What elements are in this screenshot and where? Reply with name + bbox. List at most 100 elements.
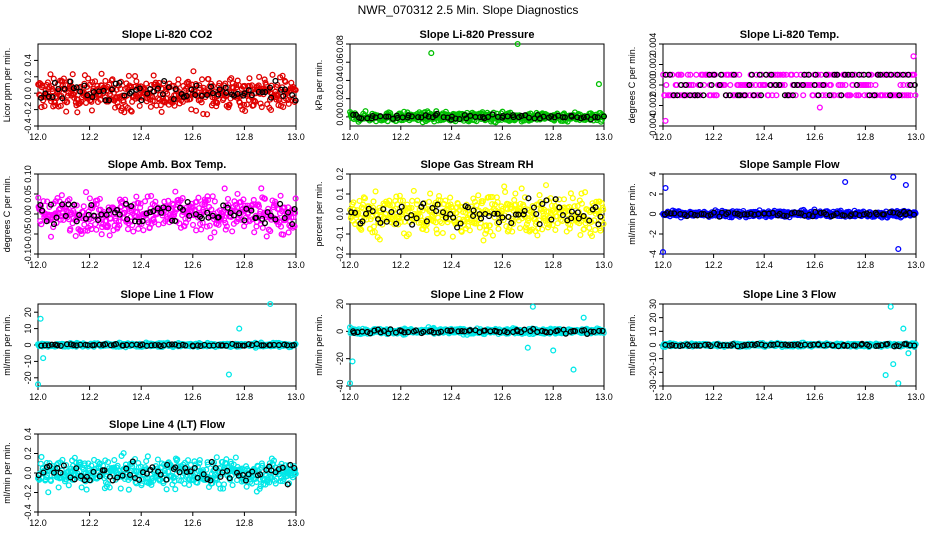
data-point-highlight [377,329,384,336]
x-tick-label: 13.0 [287,132,305,142]
data-point-highlight [290,342,297,349]
data-point [902,71,909,78]
data-point [494,199,501,206]
x-tick-label: 12.8 [544,392,562,402]
data-point-highlight [81,82,88,89]
data-point [149,97,156,105]
data-point [78,230,85,238]
plot-frame [349,303,605,387]
data-point [255,82,262,89]
x-tick-label: 12.4 [132,132,150,142]
data-point [560,196,568,203]
data-point [501,183,508,190]
data-point [486,222,493,229]
data-point-highlight [520,211,527,218]
data-point-highlight [700,92,707,99]
data-point-highlight [383,218,390,225]
data-point [912,210,919,217]
y-tick-label: -20 [335,352,345,365]
data-point-highlight [120,342,127,349]
data-point-highlight [359,218,366,225]
panel-title: Slope Sample Flow [739,159,840,171]
data-point-highlight [597,213,604,220]
data-point [416,206,423,214]
data-point-highlight [571,328,579,335]
data-point-highlight [795,210,802,217]
data-point-highlight [59,95,66,102]
data-point-highlight [53,214,60,221]
data-point-highlight [844,342,851,349]
data-point-highlight [280,92,287,100]
x-tick-label: 12.6 [184,132,202,142]
data-point [125,72,132,79]
data-point [865,81,872,89]
x-tick-label: 13.0 [287,392,305,402]
data-point-highlight [478,215,485,222]
data-point-highlight [76,211,83,219]
data-point-highlight [758,341,765,348]
y-tick-label: 0 [648,342,658,347]
data-point-highlight [43,218,50,225]
data-point-highlight [594,114,601,121]
data-point [185,80,192,87]
x-tick-label: 13.0 [287,260,305,270]
data-point-highlight [434,110,441,117]
data-point-highlight [845,71,852,78]
x-tick-label: 12.6 [494,132,512,142]
data-point [912,341,919,348]
y-tick-label: -10 [648,352,658,365]
x-tick-label: 12.6 [184,260,202,270]
data-point [355,209,362,217]
data-point [50,223,57,231]
x-tick-label: 12.0 [341,392,359,402]
y-tick-label: 0.4 [23,54,33,67]
data-point [582,189,589,196]
data-point-highlight [711,71,718,78]
data-point [470,195,477,202]
data-point-highlight [849,71,856,78]
x-tick-label: 12.8 [236,392,254,402]
data-point-highlight [261,220,268,227]
data-point [143,98,150,105]
x-tick-label: 13.0 [595,392,613,402]
data-point [439,229,446,237]
y-tick-label: -0.2 [335,246,345,262]
data-point-highlight [138,97,145,104]
data-point-highlight [470,207,477,214]
data-point-highlight [841,342,848,349]
data-point-highlight [767,341,774,348]
data-point [261,76,268,83]
data-point-highlight [405,112,412,119]
data-point [580,226,588,233]
data-point-highlight [236,210,243,217]
data-point-highlight [272,216,279,223]
data-point-highlight [716,213,723,220]
data-point-highlight [768,71,775,78]
data-point-highlight [681,92,688,99]
x-tick-label: 13.0 [595,132,613,142]
y-tick-label: -2 [648,230,658,238]
data-point-highlight [708,81,715,89]
data-point-highlight [182,342,189,349]
data-point-highlight [157,343,164,350]
data-point [155,221,162,228]
data-point-highlight [248,207,255,214]
x-tick-label: 13.0 [595,260,613,270]
data-point-highlight [744,341,751,348]
data-point-highlight [530,325,537,333]
y-axis-label: ml/min per min. [2,314,12,376]
data-point [196,82,203,89]
data-point-highlight [504,113,511,120]
data-point [397,197,404,204]
data-point-highlight [805,71,812,78]
data-point [63,108,70,115]
data-point [800,92,807,99]
data-point-highlight [873,211,880,218]
data-point-highlight [209,90,216,97]
data-point-highlight [884,340,891,347]
data-point-highlight [432,112,439,119]
data-point [92,221,99,228]
data-point-highlight [782,341,789,348]
data-point [566,225,573,232]
data-point [188,207,195,214]
